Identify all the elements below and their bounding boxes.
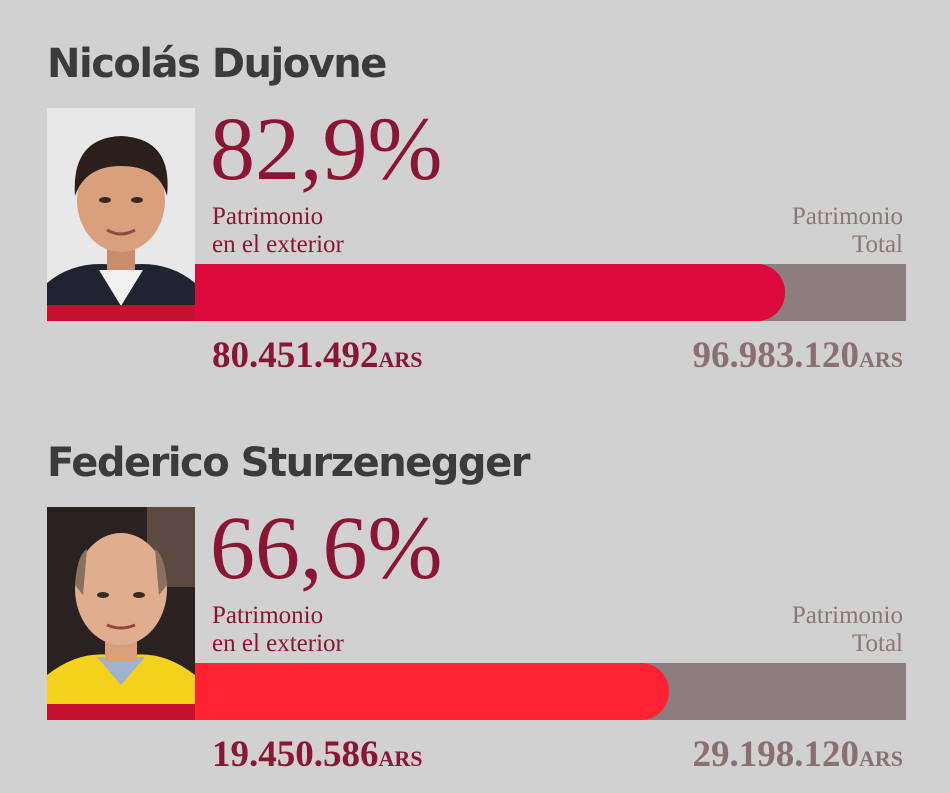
percent-value: 66,6% (210, 499, 443, 598)
person-name: Nicolás Dujovne (47, 41, 387, 87)
total-label-line1: Patrimonio (791, 203, 903, 230)
total-amount: 29.198.120 (692, 734, 859, 775)
photo-underline-bar (47, 305, 195, 321)
abroad-label-line1: Patrimonio (212, 602, 324, 629)
abroad-amount: 19.450.586 (212, 734, 379, 775)
abroad-unit: ARS (378, 347, 423, 372)
total-assets-label: Patrimonio Total (792, 602, 903, 658)
politician-card-sturzenegger: Federico Sturzenegger 66,6% Patrimonio e… (0, 399, 950, 793)
photo-underline-bar (47, 704, 195, 720)
total-assets-bar (195, 264, 906, 321)
total-unit: ARS (858, 347, 903, 372)
abroad-unit: ARS (378, 746, 423, 771)
person-name: Federico Sturzenegger (47, 440, 530, 486)
percent-value: 82,9% (210, 100, 443, 199)
abroad-label-line1: Patrimonio (212, 203, 324, 230)
abroad-assets-label: Patrimonio en el exterior (212, 203, 344, 259)
total-assets-bar (195, 663, 906, 720)
total-amount: 96.983.120 (692, 335, 859, 376)
abroad-assets-value: 19.450.586ARS (212, 734, 423, 780)
abroad-amount: 80.451.492 (212, 335, 379, 376)
abroad-assets-bar (195, 264, 785, 321)
abroad-assets-bar (195, 663, 669, 720)
total-label-line2: Total (851, 630, 903, 657)
total-label-line1: Patrimonio (791, 602, 903, 629)
abroad-label-line2: en el exterior (212, 630, 344, 657)
total-assets-value: 96.983.120ARS (692, 335, 903, 381)
total-assets-label: Patrimonio Total (792, 203, 903, 259)
abroad-assets-label: Patrimonio en el exterior (212, 602, 344, 658)
person-photo (47, 108, 195, 306)
abroad-assets-value: 80.451.492ARS (212, 335, 423, 381)
person-photo (47, 507, 195, 705)
politician-card-dujovne: Nicolás Dujovne 82,9% Patrimonio en el e… (0, 0, 950, 394)
total-label-line2: Total (851, 231, 903, 258)
total-assets-value: 29.198.120ARS (692, 734, 903, 780)
abroad-label-line2: en el exterior (212, 231, 344, 258)
total-unit: ARS (858, 746, 903, 771)
